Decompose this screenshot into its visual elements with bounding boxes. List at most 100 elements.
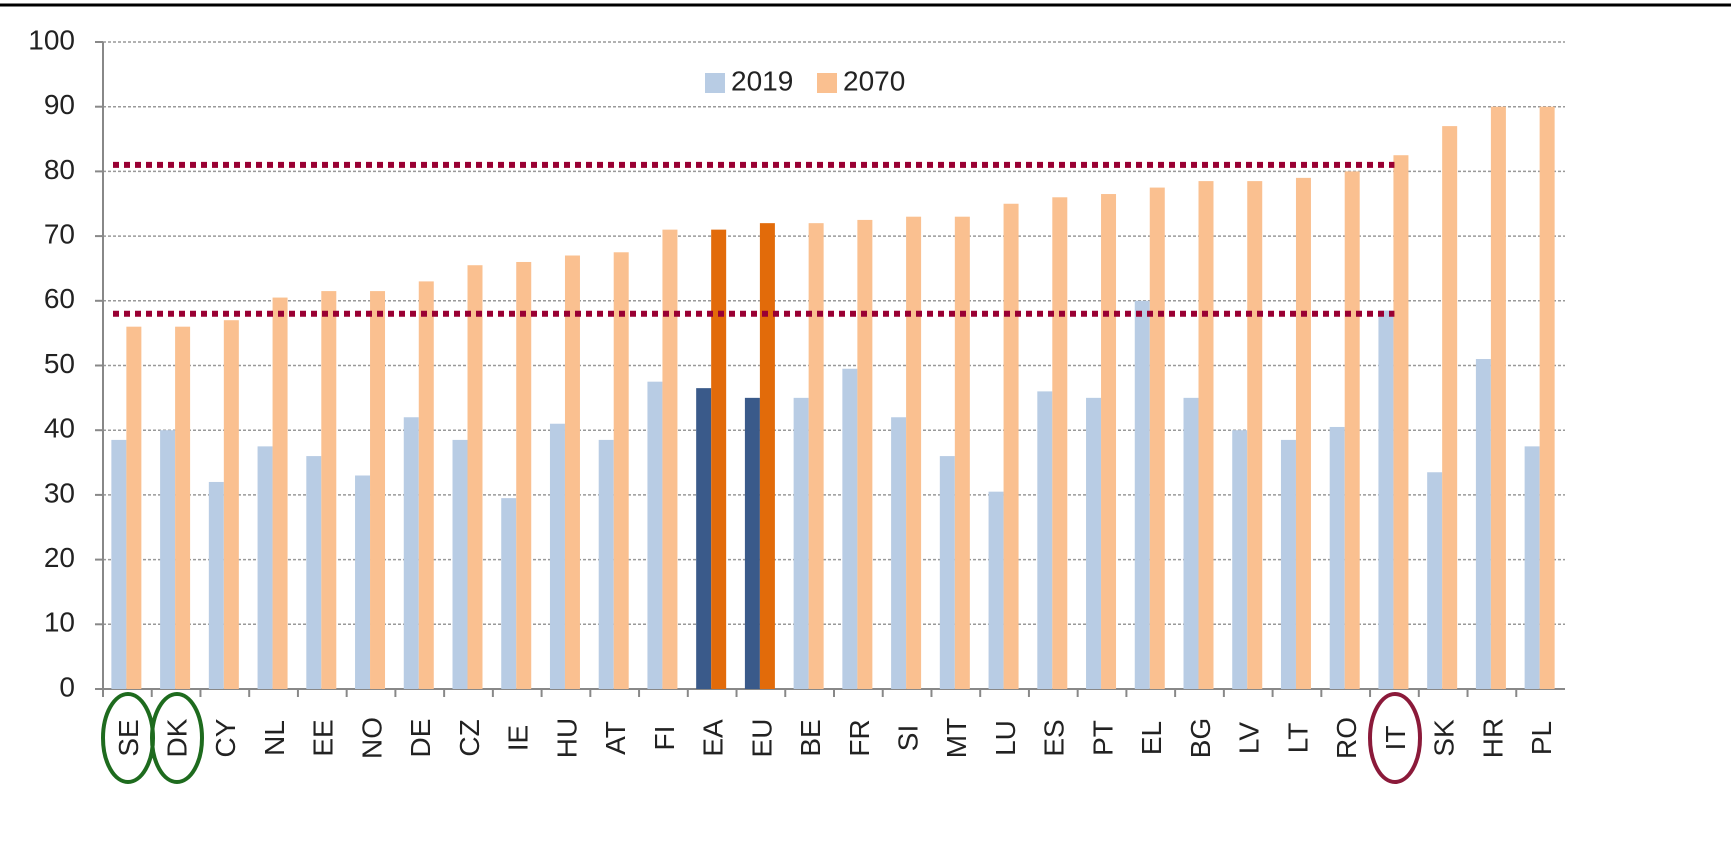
bar	[1149, 187, 1165, 689]
bar	[1539, 106, 1555, 689]
bar	[1183, 397, 1199, 689]
y-tick-label: 10	[44, 607, 75, 638]
bar	[988, 491, 1004, 689]
x-tick-label: SI	[892, 725, 923, 751]
x-tick-label: CZ	[454, 719, 485, 756]
bar	[696, 388, 712, 689]
x-tick-label: EL	[1136, 721, 1167, 755]
x-tick-label: EA	[698, 719, 729, 757]
bar	[272, 297, 288, 689]
bar	[418, 281, 434, 689]
x-tick-label: SK	[1429, 719, 1460, 757]
bar	[370, 291, 386, 689]
bar	[467, 265, 483, 689]
bar	[516, 261, 532, 689]
bar	[257, 446, 273, 689]
bar	[1101, 194, 1117, 690]
x-tick-label: BG	[1185, 718, 1216, 758]
highlight-circle	[150, 692, 204, 784]
bar	[1295, 177, 1311, 689]
bar	[662, 229, 678, 689]
bar	[321, 291, 337, 689]
x-tick-label: BE	[795, 719, 826, 756]
bar	[759, 223, 775, 689]
x-tick-label: NO	[356, 717, 387, 759]
bar	[1490, 106, 1506, 689]
y-tick-label: 60	[44, 283, 75, 314]
x-tick-label: CY	[210, 718, 241, 757]
y-tick-label: 80	[44, 154, 75, 185]
bar	[1427, 472, 1443, 689]
bar	[808, 223, 824, 689]
bar	[842, 368, 858, 689]
bar	[793, 397, 809, 689]
x-tick-label: ES	[1039, 719, 1070, 756]
bar	[452, 439, 468, 689]
legend-label: 2070	[843, 65, 905, 96]
bar	[208, 481, 224, 689]
legend-swatch	[705, 73, 725, 93]
x-tick-label: MT	[941, 718, 972, 758]
y-tick-label: 20	[44, 542, 75, 573]
x-tick-label: PT	[1087, 720, 1118, 756]
bar	[744, 397, 760, 689]
x-tick-label: FI	[649, 726, 680, 751]
bar	[1393, 155, 1409, 690]
x-tick-label: SE	[113, 719, 144, 756]
bar	[1086, 397, 1102, 689]
bar	[613, 252, 629, 689]
x-tick-label: NL	[259, 720, 290, 756]
bar	[939, 456, 955, 689]
y-tick-label: 0	[59, 671, 75, 702]
bar	[160, 430, 176, 689]
bar	[1344, 171, 1360, 689]
bar	[647, 381, 663, 689]
bar	[1329, 426, 1345, 689]
y-tick-label: 70	[44, 218, 75, 249]
legend-label: 2019	[731, 65, 793, 96]
bar	[1280, 439, 1296, 689]
y-tick-label: 40	[44, 413, 75, 444]
bar	[891, 417, 907, 689]
bar	[175, 326, 191, 689]
x-tick-label: LT	[1282, 723, 1313, 754]
bar	[1247, 181, 1263, 690]
bar	[223, 320, 239, 689]
y-tick-label: 30	[44, 477, 75, 508]
x-tick-label: AT	[600, 721, 631, 755]
x-tick-label: LU	[990, 720, 1021, 756]
bar	[355, 475, 371, 689]
bar	[954, 216, 970, 689]
bar	[1037, 391, 1053, 689]
bar	[1475, 359, 1491, 689]
bar	[1134, 300, 1150, 689]
x-tick-label: HU	[551, 718, 582, 758]
highlight-circle	[1368, 692, 1422, 784]
bar	[1052, 197, 1068, 689]
x-tick-label: HR	[1477, 718, 1508, 758]
bar	[403, 417, 419, 689]
x-tick-label: DK	[161, 718, 192, 757]
x-tick-label: DE	[405, 719, 436, 758]
bar	[126, 326, 142, 689]
x-tick-label: FR	[844, 719, 875, 756]
bar	[906, 216, 922, 689]
bar	[711, 229, 727, 689]
legend-swatch	[817, 73, 837, 93]
x-tick-label: IT	[1380, 726, 1411, 751]
bar	[1232, 430, 1248, 689]
x-tick-label: EU	[746, 719, 777, 758]
bar	[501, 498, 517, 689]
bar	[564, 255, 580, 689]
y-tick-label: 100	[28, 24, 75, 55]
bar	[1442, 126, 1458, 690]
bar	[1378, 310, 1394, 689]
y-tick-label: 90	[44, 89, 75, 120]
x-tick-label: IE	[503, 725, 534, 751]
bar	[598, 439, 614, 689]
bar	[857, 219, 873, 690]
bar	[111, 439, 127, 689]
x-tick-label: RO	[1331, 717, 1362, 759]
bar	[1003, 203, 1019, 689]
bar	[306, 456, 322, 689]
